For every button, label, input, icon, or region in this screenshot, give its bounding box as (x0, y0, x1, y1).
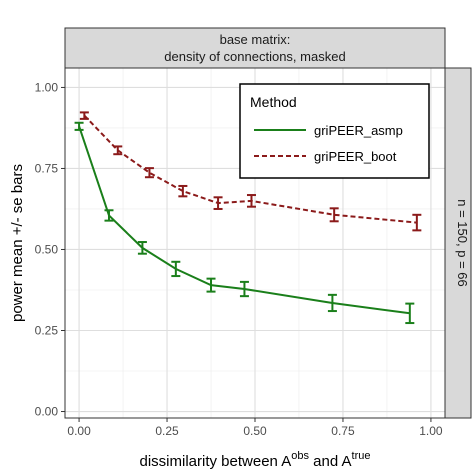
x-axis-title-sup-obs: obs (291, 450, 309, 462)
errorbar-gripeer-boot (246, 194, 256, 208)
facet-strip-right-label: n = 150, p = 66 (455, 199, 470, 286)
errorbar-gripeer-asmp (239, 280, 249, 298)
y-axis-title: power mean +/- se bars (9, 164, 26, 322)
errorbar-gripeer-boot (113, 145, 123, 156)
errorbar-gripeer-asmp (104, 209, 114, 222)
y-tick-label: 0.75 (35, 161, 59, 175)
y-tick-label: 0.50 (35, 242, 59, 256)
legend-title: Method (250, 94, 297, 110)
errorbar-gripeer-boot (178, 184, 188, 198)
legend-label-gripeer-boot: griPEER_boot (314, 149, 397, 164)
y-tick-label: 1.00 (35, 80, 59, 94)
x-axis-title: dissimilarity between Aobs and Atrue (140, 450, 371, 470)
x-axis-title-sup-true: true (352, 450, 371, 462)
y-tick-label: 0.00 (35, 405, 59, 419)
series-line-gripeer-asmp (78, 125, 410, 315)
errorbar-gripeer-asmp (405, 302, 415, 325)
facet-strip-top: base matrix: density of connections, mas… (64, 27, 446, 69)
errorbar-gripeer-boot (329, 207, 339, 223)
facet-strip-top-line1: base matrix: (220, 32, 291, 47)
x-tick-label: 0.50 (243, 424, 267, 438)
errorbar-gripeer-boot (79, 111, 89, 120)
series-layer (74, 111, 422, 325)
x-axis: 0.00 0.25 0.50 0.75 1.00 (67, 418, 443, 438)
x-tick-label: 1.00 (419, 424, 443, 438)
x-tick-label: 0.25 (155, 424, 179, 438)
errorbar-gripeer-boot (412, 213, 422, 232)
series-line-gripeer-boot (83, 114, 417, 224)
errorbar-gripeer-asmp (327, 293, 337, 313)
x-axis-title-mid: and A (309, 453, 352, 470)
errorbar-gripeer-asmp (206, 277, 216, 293)
legend: Method griPEER_asmp griPEER_boot (239, 83, 430, 179)
y-axis: 0.00 0.25 0.50 0.75 1.00 (35, 80, 65, 419)
errorbar-gripeer-asmp (171, 260, 181, 278)
errorbar-gripeer-boot (213, 196, 223, 210)
x-tick-label: 0.00 (67, 424, 91, 438)
errorbar-gripeer-asmp (74, 121, 84, 131)
x-axis-title-prefix: dissimilarity between A (140, 453, 292, 470)
facet-strip-right: n = 150, p = 66 (444, 67, 472, 419)
errorbar-gripeer-boot (144, 167, 154, 179)
errorbar-gripeer-asmp (137, 241, 147, 255)
facet-strip-top-line2: density of connections, masked (164, 49, 345, 64)
y-tick-label: 0.25 (35, 324, 59, 338)
x-tick-label: 0.75 (331, 424, 355, 438)
legend-label-gripeer-asmp: griPEER_asmp (314, 123, 403, 138)
